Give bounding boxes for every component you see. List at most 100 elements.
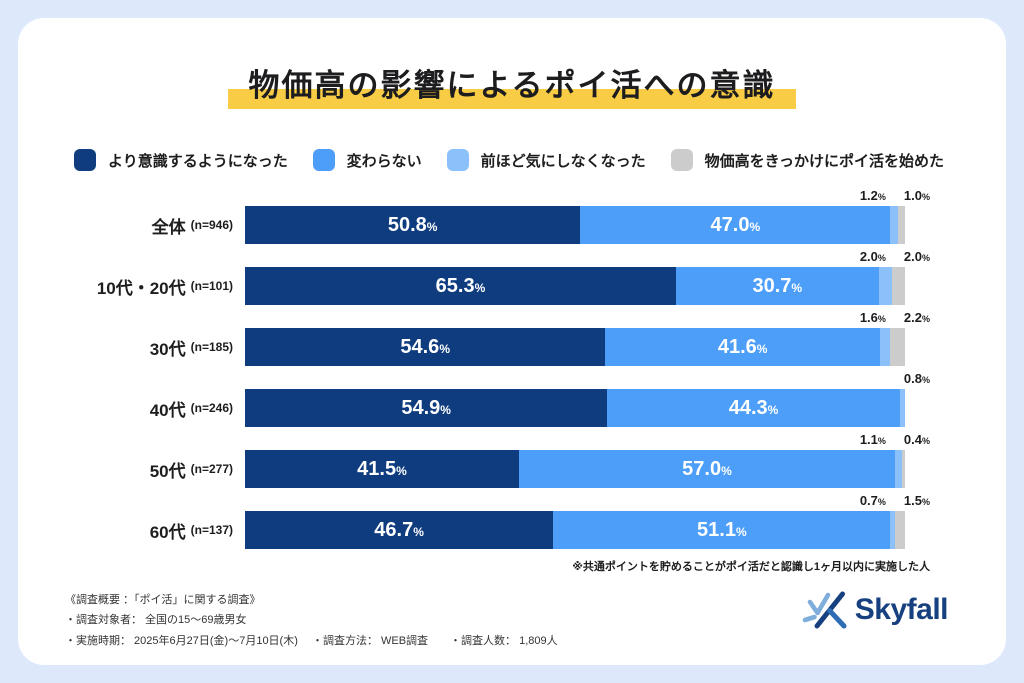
survey-line-title: 《調査概要 ：「ポイ活」に関する調査》 bbox=[65, 594, 261, 606]
row-category-label: 60代 bbox=[149, 522, 186, 542]
row-label: 全体 (n=946) bbox=[18, 206, 245, 244]
bar-segment bbox=[902, 450, 905, 488]
legend-item-more-aware: より意識するようになった bbox=[74, 149, 288, 171]
bar-segment: 41.6% bbox=[605, 328, 880, 366]
bar-value-label: 57.0% bbox=[682, 457, 732, 480]
percent-sign: % bbox=[440, 402, 451, 417]
legend: より意識するようになった 変わらない 前ほど気にしなくなった 物価高をきっかけに… bbox=[74, 149, 944, 171]
row-category-label: 10代・20代 bbox=[96, 278, 186, 298]
legend-item-less-aware: 前ほど気にしなくなった bbox=[446, 149, 646, 171]
bar-segment: 57.0% bbox=[518, 450, 896, 488]
survey-line-target: ・調査対象者： 全国の15〜69歳男女 bbox=[65, 614, 247, 627]
skyfall-logo: Skyfall bbox=[802, 589, 949, 631]
small-value-labels: 0.7% 1.5% bbox=[860, 493, 930, 508]
percent-sign: % bbox=[413, 524, 424, 539]
page-title: 物価高の影響によるポイ活への意識 bbox=[248, 68, 776, 103]
percent-sign: % bbox=[877, 497, 886, 507]
percent-sign: % bbox=[721, 463, 732, 478]
percent-sign: % bbox=[791, 280, 803, 295]
chart-row: 60代 (n=137) 46.7% 51.1% 0.7% 1.5% bbox=[18, 493, 1006, 555]
bar-segment: 47.0% bbox=[580, 206, 891, 244]
bar-segment: 44.3% bbox=[607, 389, 900, 427]
row-label: 40代 (n=246) bbox=[18, 389, 245, 427]
bar-segment: 54.9% bbox=[245, 389, 608, 427]
bar-value-label: 41.6% bbox=[717, 335, 768, 358]
small-value-label: 1.6% bbox=[859, 310, 886, 325]
bar-segment: 41.5% bbox=[245, 450, 519, 488]
chart-row: 全体 (n=946) 50.8% 47.0% 1.2% 1.0% bbox=[18, 188, 1006, 250]
bar-value-label: 65.3% bbox=[435, 274, 486, 297]
bar-segment: 54.6% bbox=[245, 328, 606, 366]
survey-overview: 《調査概要 ：「ポイ活」に関する調査》 ・調査対象者： 全国の15〜69歳男女 … bbox=[65, 590, 1006, 651]
percent-sign: % bbox=[439, 341, 450, 356]
small-value-labels: 0.8% bbox=[904, 371, 930, 386]
infographic-card: 物価高の影響によるポイ活への意識 より意識するようになった 変わらない 前ほど気… bbox=[18, 18, 1006, 665]
legend-swatch-gray bbox=[670, 149, 693, 171]
bar-segment: 30.7% bbox=[675, 267, 879, 305]
small-value-labels: 2.0% 2.0% bbox=[860, 249, 930, 264]
chart-row: 10代・20代 (n=101) 65.3% 30.7% 2.0% 2.0% bbox=[18, 249, 1006, 311]
percent-sign: % bbox=[921, 192, 930, 202]
bar-value-label: 41.5% bbox=[357, 457, 407, 480]
legend-item-started-poikatsu: 物価高をきっかけにポイ活を始めた bbox=[670, 149, 944, 171]
chart-row: 50代 (n=277) 41.5% 57.0% 1.1% 0.4% bbox=[18, 432, 1006, 494]
bar-segment bbox=[895, 450, 903, 488]
legend-label: 前ほど気にしなくなった bbox=[480, 152, 646, 170]
percent-sign: % bbox=[877, 314, 886, 324]
row-label: 30代 (n=185) bbox=[18, 328, 245, 366]
chart-row: 40代 (n=246) 54.9% 44.3% 0.8% bbox=[18, 371, 1006, 433]
skyfall-logo-text: Skyfall bbox=[854, 593, 949, 626]
small-value-label: 0.7% bbox=[859, 493, 886, 508]
survey-line-period-method: ・実施時期： 2025年6月27日(金)〜7月10日(木) ・調査方法： WEB… bbox=[65, 634, 558, 647]
small-value-label: 0.8% bbox=[903, 371, 930, 386]
row-sample-size: (n=277) bbox=[190, 462, 233, 476]
chart-row: 30代 (n=185) 54.6% 41.6% 1.6% 2.2% bbox=[18, 310, 1006, 372]
bar-segment bbox=[890, 511, 896, 549]
legend-swatch-navy bbox=[74, 149, 96, 171]
bar-segment bbox=[895, 511, 905, 549]
row-category-label: 全体 bbox=[151, 217, 186, 237]
stacked-bar-chart: 全体 (n=946) 50.8% 47.0% 1.2% 1.0% 10代・20代 (n=101… bbox=[18, 188, 1006, 555]
legend-item-no-change: 変わらない bbox=[312, 149, 422, 171]
percent-sign: % bbox=[921, 436, 930, 446]
bar-track: 50.8% 47.0% bbox=[245, 206, 905, 244]
row-category-label: 40代 bbox=[149, 400, 186, 420]
small-value-label: 1.5% bbox=[903, 493, 930, 508]
bar-value-label: 54.9% bbox=[401, 396, 451, 419]
row-sample-size: (n=101) bbox=[190, 279, 233, 293]
bar-segment bbox=[890, 206, 899, 244]
percent-sign: % bbox=[877, 253, 886, 263]
percent-sign: % bbox=[877, 436, 886, 446]
bar-value-label: 46.7% bbox=[374, 518, 424, 541]
bar-segment: 50.8% bbox=[245, 206, 581, 244]
percent-sign: % bbox=[396, 463, 407, 478]
bar-value-label: 44.3% bbox=[728, 396, 779, 419]
percent-sign: % bbox=[921, 253, 930, 263]
title-highlight-bar bbox=[228, 89, 796, 109]
bar-segment bbox=[879, 328, 891, 366]
percent-sign: % bbox=[921, 497, 930, 507]
small-value-labels: 1.6% 2.2% bbox=[860, 310, 930, 325]
row-label: 60代 (n=137) bbox=[18, 511, 245, 549]
legend-label: 変わらない bbox=[346, 152, 422, 170]
bar-segment: 51.1% bbox=[553, 511, 891, 549]
bar-value-label: 47.0% bbox=[710, 213, 761, 236]
row-category-label: 50代 bbox=[149, 461, 186, 481]
bar-segment bbox=[890, 328, 905, 366]
small-value-label: 2.0% bbox=[859, 249, 886, 264]
row-label: 50代 (n=277) bbox=[18, 450, 245, 488]
bar-value-label: 50.8% bbox=[387, 213, 438, 236]
small-value-labels: 1.2% 1.0% bbox=[860, 188, 930, 203]
small-value-labels: 1.1% 0.4% bbox=[860, 432, 930, 447]
small-value-label: 2.2% bbox=[903, 310, 930, 325]
legend-swatch-blue bbox=[312, 149, 335, 171]
small-value-label: 1.0% bbox=[903, 188, 930, 203]
percent-sign: % bbox=[735, 524, 747, 539]
percent-sign: % bbox=[474, 280, 486, 295]
row-sample-size: (n=137) bbox=[190, 523, 233, 537]
bar-value-label: 54.6% bbox=[400, 335, 450, 358]
bar-value-label: 30.7% bbox=[752, 274, 803, 297]
legend-label: 物価高をきっかけにポイ活を始めた bbox=[704, 152, 944, 170]
small-value-label: 1.2% bbox=[859, 188, 886, 203]
row-category-label: 30代 bbox=[149, 339, 186, 359]
